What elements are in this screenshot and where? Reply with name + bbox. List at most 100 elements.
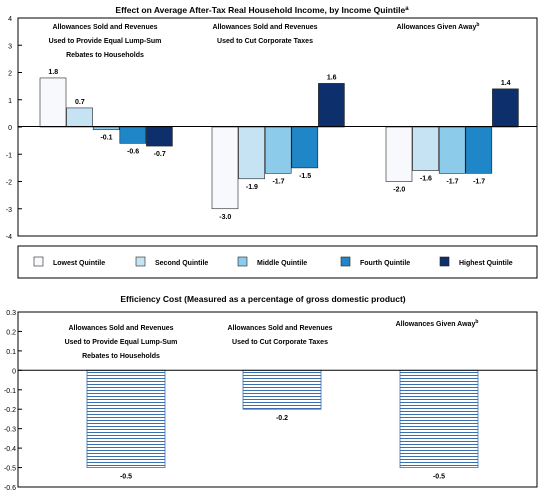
chart1-bars (39, 77, 519, 210)
chart2-y-tick-label: -0.4 (4, 446, 16, 453)
data-label-highest-quintile-group-2: 1.6 (327, 74, 337, 81)
chart1-group-label: Rebates to Households (66, 52, 144, 59)
legend-swatch-lowest-quintile (33, 256, 44, 267)
chart1-y-tick-label: -3 (6, 207, 12, 214)
chart2-y-axis: 0.3 0.2 0.1 0 -0.1 -0.2 -0.3 -0.4 -0.5 -0.6 (4, 310, 22, 492)
chart2-group-label: Allowances Sold and Revenues (68, 325, 173, 332)
data-label-middle-quintile-group-3: -1.7 (446, 178, 458, 185)
bar-second-quintile-group-1 (66, 107, 93, 128)
chart1-group-label: Used to Cut Corporate Taxes (217, 38, 313, 45)
legend-label-fourth-quintile: Fourth Quintile (360, 260, 410, 267)
chart-income-effect: Effect on Average After-Tax Real Househo… (6, 5, 538, 241)
legend-swatch-second-quintile (135, 256, 146, 267)
chart1-y-tick-label: 0 (8, 125, 12, 132)
chart1-group-label: Used to Provide Equal Lump-Sum (49, 38, 162, 45)
chart1-group-label-line: Used to Cut Corporate Taxes (217, 38, 313, 45)
chart2-group-label: Allowances Sold and Revenues (227, 325, 332, 332)
data-label-fourth-quintile-group-3: -1.7 (473, 178, 485, 185)
chart1-group-label: Allowances Given Awayb (397, 22, 480, 31)
chart2-y-tick-label: -0.1 (4, 388, 16, 395)
chart2-y-tick-label: -0.6 (4, 485, 16, 492)
chart2-y-tick-label: 0.3 (6, 310, 16, 317)
data-label-middle-quintile-group-1: -0.1 (100, 135, 112, 142)
bar-middle-quintile-group-3 (438, 126, 466, 174)
chart1-title: Effect on Average After-Tax Real Househo… (115, 5, 409, 15)
legend-label-highest-quintile: Highest Quintile (459, 260, 513, 267)
chart2-group-label-line: Used to Cut Corporate Taxes (232, 339, 328, 346)
efficiency-data-label-group-3: -0.5 (433, 474, 445, 481)
chart2-group-label: Rebates to Households (82, 353, 160, 360)
chart1-y-axis: 4 3 2 1 0 -1 -2 -3 -4 (6, 16, 22, 241)
chart1-y-tick-label: 3 (8, 43, 12, 50)
data-label-highest-quintile-group-3: 1.4 (501, 80, 511, 87)
bar-fourth-quintile-group-2 (291, 126, 319, 169)
bar-lowest-quintile-group-2 (211, 126, 239, 210)
chart1-group-note: b (476, 22, 479, 28)
chart2-group-labels: Allowances Sold and Revenues Used to Prov… (65, 319, 479, 360)
efficiency-data-label-group-1: -0.5 (120, 474, 132, 481)
chart2-frame (17, 311, 538, 488)
chart2-group-label: Used to Cut Corporate Taxes (232, 339, 328, 346)
bar-highest-quintile-group-3 (492, 88, 519, 128)
chart1-group-label: Allowances Sold and Revenues (52, 24, 157, 31)
bar-lowest-quintile-group-3 (385, 126, 413, 182)
data-label-fourth-quintile-group-2: -1.5 (299, 173, 311, 180)
data-label-second-quintile-group-3: -1.6 (420, 176, 432, 183)
legend-frame (17, 245, 538, 279)
legend-label-lowest-quintile: Lowest Quintile (53, 260, 105, 267)
bar-highest-quintile-group-2 (318, 83, 345, 128)
chart2-y-tick-label: -0.2 (4, 407, 16, 414)
bar-lowest-quintile-group-1 (39, 77, 67, 128)
chart1-y-tick-label: 1 (8, 98, 12, 105)
bar-second-quintile-group-3 (412, 126, 439, 171)
data-label-middle-quintile-group-2: -1.7 (272, 178, 284, 185)
chart2-group-label-line: Allowances Given Away (396, 321, 476, 328)
chart1-group-label: Allowances Sold and Revenues (212, 24, 317, 31)
bar-middle-quintile-group-2 (264, 126, 292, 174)
efficiency-bar-group-1 (86, 369, 166, 468)
chart2-group-label-line: Used to Provide Equal Lump-Sum (65, 339, 178, 346)
bar-highest-quintile-group-1 (146, 126, 173, 147)
chart1-title-note: a (405, 6, 409, 12)
legend-swatch-middle-quintile (237, 256, 248, 267)
legend-label-middle-quintile: Middle Quintile (257, 260, 307, 267)
chart2-group-label-line: Allowances Sold and Revenues (68, 325, 173, 332)
chart1-group-label-line: Rebates to Households (66, 52, 144, 59)
chart1-group-label-line: Used to Provide Equal Lump-Sum (49, 38, 162, 45)
efficiency-bar-group-3 (399, 369, 479, 468)
chart-efficiency-cost: Efficiency Cost (Measured as a percentag… (4, 294, 538, 492)
bar-fourth-quintile-group-3 (465, 126, 493, 174)
efficiency-data-label-group-2: -0.2 (276, 415, 288, 422)
chart1-group-label-line: Allowances Sold and Revenues (52, 24, 157, 31)
chart2-data-labels: -0.5 -0.2 -0.5 (120, 415, 445, 480)
chart2-group-label-line: Rebates to Households (82, 353, 160, 360)
chart1-y-tick-label: 2 (8, 71, 12, 78)
data-label-lowest-quintile-group-3: -2.0 (393, 187, 405, 194)
chart1-legend: Lowest Quintile Second Quintile Middle Qui… (17, 245, 538, 279)
chart1-y-tick-label: 4 (8, 16, 12, 23)
data-label-lowest-quintile-group-2: -3.0 (219, 214, 231, 221)
bar-second-quintile-group-2 (238, 126, 265, 180)
chart2-bars (86, 369, 479, 468)
chart1-group-labels: Allowances Sold and Revenues Used to Prov… (49, 22, 480, 59)
chart1-data-labels: 1.8 -3.0 -2.0 0.7 -1.9 -1.6 -0.1 -1.7 -1.7 -0.6 -1… (48, 69, 510, 221)
chart1-group-label-line: Allowances Sold and Revenues (212, 24, 317, 31)
chart1-y-tick-label: -2 (6, 180, 12, 187)
chart2-y-tick-label: 0 (12, 368, 16, 375)
legend-swatch-fourth-quintile (340, 256, 351, 267)
bar-fourth-quintile-group-1 (119, 126, 147, 144)
data-label-highest-quintile-group-1: -0.7 (154, 151, 166, 158)
chart2-title: Efficiency Cost (Measured as a percentag… (120, 294, 405, 304)
chart2-y-tick-label: 0.2 (6, 329, 16, 336)
data-label-fourth-quintile-group-1: -0.6 (127, 148, 139, 155)
chart2-y-tick-label: 0.1 (6, 349, 16, 356)
chart2-y-tick-label: -0.5 (4, 466, 16, 473)
data-label-second-quintile-group-2: -1.9 (246, 184, 258, 191)
chart1-group-label-line: Allowances Given Away (397, 24, 477, 31)
efficiency-bar-group-2 (242, 369, 322, 410)
chart2-group-note: b (475, 319, 478, 325)
chart2-group-label: Allowances Given Awayb (396, 319, 479, 328)
data-label-second-quintile-group-1: 0.7 (75, 99, 85, 106)
chart1-y-tick-label: -4 (6, 234, 12, 241)
legend-label-second-quintile: Second Quintile (155, 260, 208, 267)
